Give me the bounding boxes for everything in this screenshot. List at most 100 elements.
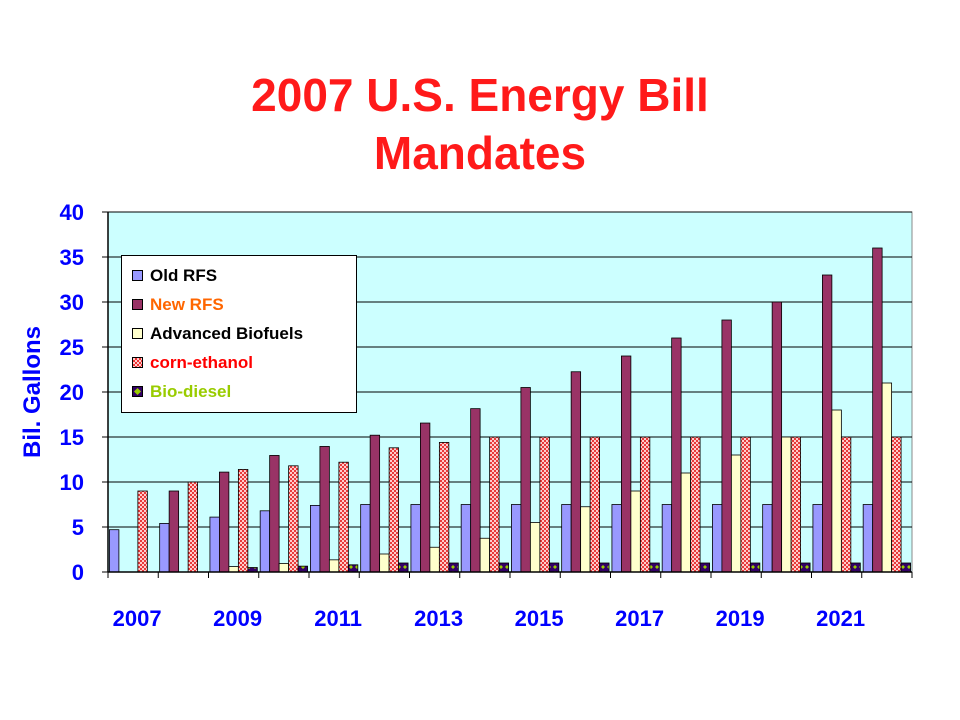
bar-bio-diesel (699, 562, 710, 573)
legend-item-bio-diesel: Bio-diesel (122, 377, 356, 406)
bar-corn-ethanol (840, 436, 852, 573)
bar-bio-diesel (850, 562, 861, 573)
bar-advanced-biofuels (429, 546, 440, 573)
bar-advanced-biofuels (831, 409, 842, 573)
bar-bio-diesel (900, 562, 911, 573)
bar-bio-diesel (599, 562, 610, 573)
bar-new-rfs (470, 408, 481, 573)
bar-old-rfs (862, 504, 874, 573)
legend-label-advanced-biofuels: Advanced Biofuels (150, 323, 304, 343)
bar-bio-diesel (649, 562, 660, 573)
bar-old-rfs (109, 529, 120, 573)
bar-bio-diesel (800, 562, 811, 573)
bar-bio-diesel (398, 562, 409, 573)
x-tick-label: 2017 (615, 606, 664, 631)
bar-new-rfs (520, 387, 531, 573)
bar-old-rfs (259, 510, 271, 573)
bar-advanced-biofuels (881, 382, 893, 573)
bar-bio-diesel (448, 562, 459, 573)
x-tick-label: 2019 (716, 606, 765, 631)
bar-new-rfs (671, 337, 682, 573)
y-tick-label: 10 (60, 470, 84, 495)
axes: 0 5 10 15 20 25 30 35 40 2007 2009 2011 2013 2015 2017… (60, 200, 913, 631)
bar-bio-diesel (297, 565, 308, 573)
y-axis-label: Bil. Gallons (19, 326, 46, 458)
bar-corn-ethanol (137, 490, 148, 573)
x-tick-label: 2021 (816, 606, 865, 631)
bar-new-rfs (269, 455, 280, 573)
legend-label-bio-diesel: Bio-diesel (150, 381, 232, 401)
bar-bio-diesel (548, 562, 560, 573)
legend: Old RFS New RFS Advanced Biofuels corn-e… (121, 255, 357, 413)
bar-advanced-biofuels (730, 454, 742, 573)
legend-label-old-rfs: Old RFS (150, 265, 218, 285)
bar-old-rfs (310, 504, 321, 573)
bar-bio-diesel (498, 562, 509, 573)
bar-new-rfs (872, 247, 883, 573)
bar-advanced-biofuels (379, 553, 390, 573)
bar-corn-ethanol (639, 436, 651, 573)
bar-new-rfs (771, 301, 783, 573)
x-tick-label: 2011 (314, 606, 362, 631)
legend-swatch-old-rfs (132, 270, 143, 281)
bar-new-rfs (721, 319, 732, 573)
bar-advanced-biofuels (781, 436, 792, 573)
bar-corn-ethanol (288, 465, 299, 573)
legend-swatch-bio-diesel (132, 386, 143, 397)
y-tick-label: 40 (60, 200, 84, 225)
legend-item-advanced-biofuels: Advanced Biofuels (122, 319, 356, 348)
bar-advanced-biofuels (630, 490, 641, 573)
bar-old-rfs (460, 504, 472, 573)
bar-old-rfs (812, 504, 823, 573)
bar-old-rfs (511, 504, 522, 573)
bar-new-rfs (419, 422, 431, 573)
bar-corn-ethanol (338, 461, 349, 573)
bar-old-rfs (360, 504, 371, 573)
legend-label-new-rfs: New RFS (150, 294, 224, 314)
bar-new-rfs (570, 371, 582, 573)
bar-bio-diesel (749, 562, 761, 573)
legend-swatch-new-rfs (132, 299, 143, 310)
bar-new-rfs (822, 274, 833, 573)
bar-corn-ethanol (187, 481, 198, 573)
bar-bio-diesel (347, 564, 359, 573)
bar-advanced-biofuels (529, 522, 541, 573)
x-tick-label: 2007 (113, 606, 162, 631)
y-tick-label: 25 (60, 335, 84, 360)
title-line-2: Mandates (373, 127, 587, 179)
bar-corn-ethanol (388, 447, 399, 573)
legend-item-new-rfs: New RFS (122, 290, 356, 319)
x-tick-label: 2013 (414, 606, 463, 631)
bar-old-rfs (159, 523, 170, 573)
bar-advanced-biofuels (328, 559, 340, 573)
y-tick-label: 15 (60, 425, 84, 450)
x-tick-label: 2015 (515, 606, 564, 631)
bar-advanced-biofuels (278, 563, 290, 573)
bar-corn-ethanol (891, 436, 902, 573)
bar-old-rfs (762, 504, 773, 573)
bar-old-rfs (661, 504, 673, 573)
bar-old-rfs (410, 504, 421, 573)
y-tick-label: 35 (60, 245, 84, 270)
bar-new-rfs (218, 471, 230, 573)
bar-advanced-biofuels (580, 506, 591, 573)
bar-new-rfs (319, 446, 330, 573)
y-tick-label: 5 (72, 515, 84, 540)
bar-corn-ethanol (539, 436, 550, 573)
bar-advanced-biofuels (228, 566, 239, 573)
bar-corn-ethanol (740, 436, 751, 573)
bar-new-rfs (369, 434, 381, 573)
bar-old-rfs (209, 516, 220, 573)
bar-corn-ethanol (438, 441, 450, 573)
legend-item-old-rfs: Old RFS (122, 261, 356, 290)
slide-title: 2007 U.S. Energy Bill Mandates (0, 66, 960, 182)
y-tick-label: 0 (72, 560, 84, 585)
x-tick-label: 2009 (213, 606, 262, 631)
legend-label-corn-ethanol: corn-ethanol (150, 352, 253, 372)
y-tick-label: 30 (60, 290, 84, 315)
legend-swatch-advanced-biofuels (132, 328, 143, 339)
bar-corn-ethanol (790, 436, 801, 573)
bar-old-rfs (611, 504, 622, 573)
bar-advanced-biofuels (680, 472, 692, 573)
bar-corn-ethanol (237, 468, 249, 573)
